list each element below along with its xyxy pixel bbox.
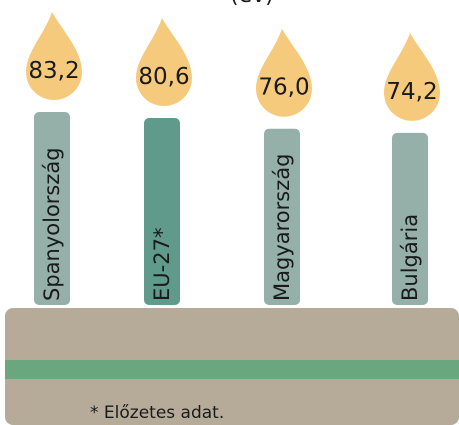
value-label: 80,6 xyxy=(138,64,189,90)
footnote: * Előzetes adat. xyxy=(90,403,224,423)
value-label: 74,2 xyxy=(386,79,437,105)
flame xyxy=(384,33,440,121)
category-label: Bulgária xyxy=(398,214,422,301)
value-label: 83,2 xyxy=(28,58,79,84)
value-label: 76,0 xyxy=(258,75,309,101)
table-stripe xyxy=(5,360,459,379)
chart-title: (év) xyxy=(230,0,274,8)
category-label: Spanyolország xyxy=(40,147,64,301)
flame xyxy=(136,18,192,106)
flame xyxy=(256,29,312,117)
flame xyxy=(26,12,82,100)
chart: (év) * Előzetes adat. 83,2 Spanyolország 8… xyxy=(0,0,459,425)
category-label: EU-27* xyxy=(150,228,174,301)
category-label: Magyarország xyxy=(270,154,294,301)
